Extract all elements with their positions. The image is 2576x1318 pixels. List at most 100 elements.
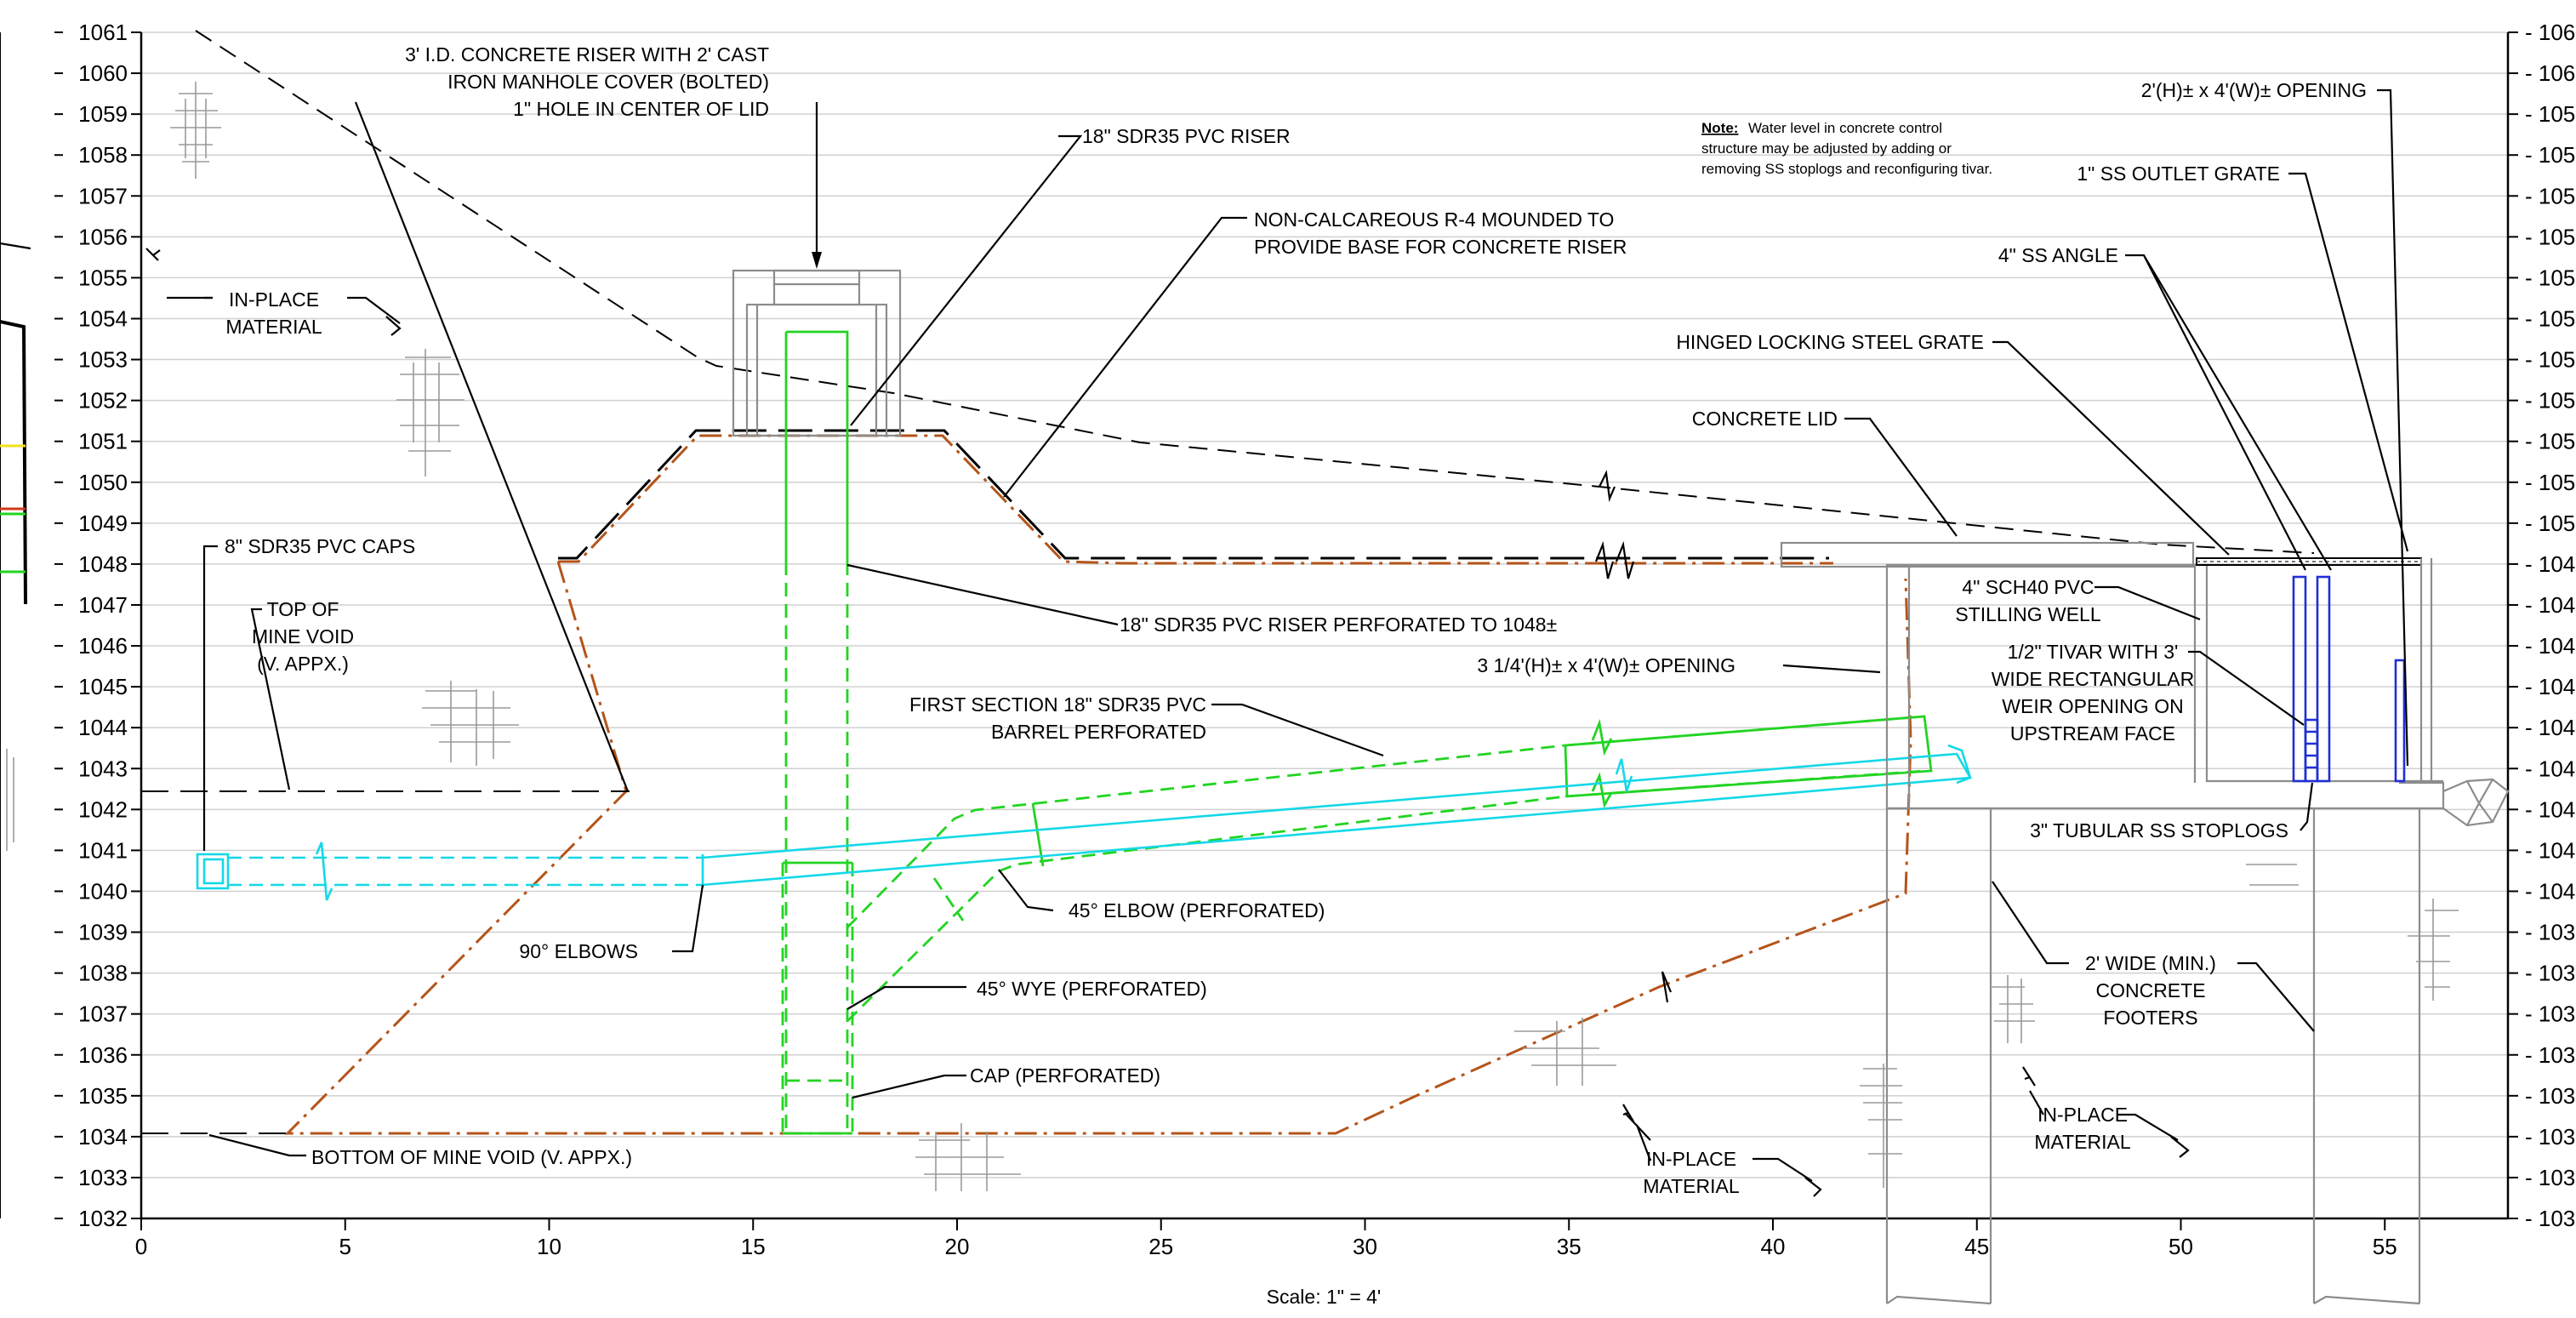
finished-grade-line xyxy=(558,434,1833,565)
station-tick-label: 35 xyxy=(1557,1234,1582,1259)
left-tick-label: 1059 xyxy=(78,101,128,127)
caps-label: 8" SDR35 PVC CAPS xyxy=(225,535,415,557)
right-tick-label: - 105 xyxy=(2525,101,2575,127)
right-tick-label: - 104 xyxy=(2525,592,2575,618)
right-tick-label: - 105 xyxy=(2525,183,2575,208)
riser-label-1: 3' I.D. CONCRETE RISER WITH 2' CAST xyxy=(405,43,769,66)
footers-label-3: FOOTERS xyxy=(2103,1007,2197,1029)
riser-label-2: IRON MANHOLE COVER (BOLTED) xyxy=(447,71,769,93)
note-line-3: removing SS stoplogs and reconfiguring t… xyxy=(1701,161,1992,177)
right-tick-label: - 105 xyxy=(2525,305,2575,331)
callout-labels: 3' I.D. CONCRETE RISER WITH 2' CAST IRON… xyxy=(225,43,2367,1308)
excavation-left-side xyxy=(284,561,1912,1135)
left-tick-label: 1037 xyxy=(78,1001,128,1027)
tivar-label-2: WIDE RECTANGULAR xyxy=(1992,668,2195,690)
r4-label-2: PROVIDE BASE FOR CONCRETE RISER xyxy=(1254,236,1627,258)
right-tick-label: - 105 xyxy=(2525,388,2575,414)
left-tick-label: 1045 xyxy=(78,674,128,699)
right-tick-label: - 106 xyxy=(2525,60,2575,86)
scale-label: Scale: 1" = 4' xyxy=(1267,1286,1382,1308)
station-tick-label: 15 xyxy=(741,1234,766,1259)
right-tick-label: - 104 xyxy=(2525,796,2575,822)
stoplogs-label: 3" TUBULAR SS STOPLOGS xyxy=(2030,819,2288,842)
tivar-label-3: WEIR OPENING ON xyxy=(2002,695,2183,717)
station-tick-label: 30 xyxy=(1353,1234,1377,1259)
top-void-label-1: TOP OF xyxy=(267,598,339,620)
opening-mid-label: 3 1/4'(H)± x 4'(W)± OPENING xyxy=(1477,654,1735,676)
cyan-pipe xyxy=(196,744,1973,901)
stilling-label-1: 4" SCH40 PVC xyxy=(1962,576,2094,598)
left-tick-label: 1058 xyxy=(78,142,128,168)
first-section-label-2: BARREL PERFORATED xyxy=(991,721,1206,743)
inplace-right-label-2: MATERIAL xyxy=(2034,1131,2131,1153)
excavation-mark xyxy=(1661,971,1673,1003)
left-tick-label: 1044 xyxy=(78,715,128,740)
left-tick-label: 1054 xyxy=(78,305,128,331)
left-tick-label: 1047 xyxy=(78,592,128,618)
left-tick-label: 1049 xyxy=(78,511,128,536)
right-tick-label: - 103 xyxy=(2525,1001,2575,1027)
right-tick-label: - 104 xyxy=(2525,837,2575,863)
r4-label-1: NON-CALCAREOUS R-4 MOUNDED TO xyxy=(1254,208,1614,231)
station-tick-label: 55 xyxy=(2373,1234,2397,1259)
tivar-label-4: UPSTREAM FACE xyxy=(2010,722,2175,745)
bottom-void-label: BOTTOM OF MINE VOID (V. APPX.) xyxy=(311,1146,632,1168)
leader-lines xyxy=(145,88,2409,1197)
riser-label-3: 1" HOLE IN CENTER OF LID xyxy=(513,98,769,120)
elbow45-label: 45° ELBOW (PERFORATED) xyxy=(1069,899,1325,921)
inplace-left-label-1: IN-PLACE xyxy=(229,288,319,311)
left-tick-label: 1050 xyxy=(78,470,128,495)
original-ground-line xyxy=(195,30,2315,554)
right-tick-label: - 104 xyxy=(2525,551,2575,577)
right-tick-label: - 103 xyxy=(2525,1206,2575,1231)
right-tick-label: - 105 xyxy=(2525,429,2575,454)
left-tick-label: 1034 xyxy=(78,1124,128,1150)
control-structure xyxy=(1780,541,2510,1305)
right-tick-label: - 103 xyxy=(2525,1165,2575,1190)
inplace-right-label-1: IN-PLACE xyxy=(2037,1104,2128,1126)
wye45-label: 45° WYE (PERFORATED) xyxy=(977,978,1207,1000)
left-tick-label: 1056 xyxy=(78,224,128,249)
top-void-label-3: (V. APPX.) xyxy=(257,653,349,675)
left-tick-label: 1060 xyxy=(78,60,128,86)
left-tick-label: 1033 xyxy=(78,1165,128,1190)
concrete-riser xyxy=(732,269,902,437)
stoplogs-and-angles xyxy=(2292,575,2406,783)
left-tick-label: 1036 xyxy=(78,1042,128,1068)
left-tick-label: 1048 xyxy=(78,551,128,577)
right-tick-label: - 105 xyxy=(2525,142,2575,168)
right-tick-label: - 103 xyxy=(2525,1124,2575,1150)
left-tick-label: 1057 xyxy=(78,183,128,208)
left-tick-label: 1035 xyxy=(78,1083,128,1109)
pvc-riser xyxy=(781,330,854,1135)
adjacent-detail-fragment xyxy=(0,32,31,1218)
slope-line xyxy=(354,101,630,792)
station-tick-label: 5 xyxy=(339,1234,351,1259)
station-tick-label: 25 xyxy=(1148,1234,1173,1259)
right-tick-label: - 106 xyxy=(2525,20,2575,45)
right-tick-label: - 105 xyxy=(2525,265,2575,290)
left-tick-label: 1043 xyxy=(78,756,128,781)
left-tick-label: 1039 xyxy=(78,920,128,945)
opening-top-label: 2'(H)± x 4'(W)± OPENING xyxy=(2141,79,2367,101)
pvc-riser-label: 18" SDR35 PVC RISER xyxy=(1082,125,1291,147)
right-tick-label: - 105 xyxy=(2525,470,2575,495)
station-tick-label: 20 xyxy=(945,1234,970,1259)
right-tick-label: - 105 xyxy=(2525,224,2575,249)
station-axis: 0 5 10 15 20 25 30 35 40 45 50 55 xyxy=(135,1218,2397,1259)
ss-angle-label: 4" SS ANGLE xyxy=(1998,244,2118,266)
right-tick-label: - 103 xyxy=(2525,920,2575,945)
right-tick-label: - 104 xyxy=(2525,715,2575,740)
footers-label-2: CONCRETE xyxy=(2095,979,2205,1001)
right-tick-label: - 104 xyxy=(2525,674,2575,699)
right-tick-label: - 103 xyxy=(2525,1042,2575,1068)
left-tick-label: 1053 xyxy=(78,347,128,373)
footers-label-1: 2' WIDE (MIN.) xyxy=(2085,952,2216,974)
left-tick-label: 1032 xyxy=(78,1206,128,1231)
note-block: Note: Water level in concrete control st… xyxy=(1701,120,1992,177)
pvc-barrel xyxy=(846,715,1933,1022)
inplace-left-label-2: MATERIAL xyxy=(225,316,322,338)
right-tick-label: - 104 xyxy=(2525,633,2575,659)
elbows90-label: 90° ELBOWS xyxy=(519,940,638,962)
grade-black-overlay xyxy=(558,429,1829,560)
